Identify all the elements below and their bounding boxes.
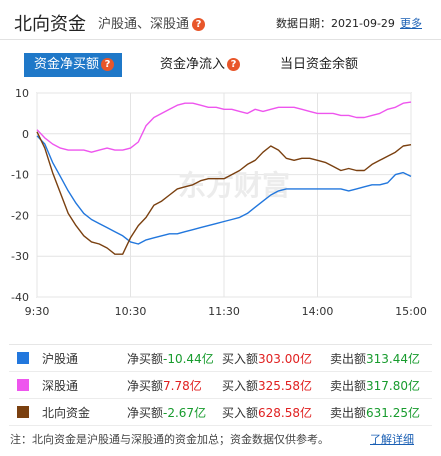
legend-name: 深股通	[42, 379, 79, 393]
x-tick-label: 15:00	[395, 305, 427, 318]
buy-value: 628.58亿	[258, 406, 313, 420]
tab-net-buy[interactable]: 资金净买额?	[24, 53, 123, 77]
more-link[interactable]: 更多	[400, 17, 422, 30]
header-divider	[0, 39, 441, 40]
watermark-text: 东方财富	[178, 169, 290, 202]
legend-table: 沪股通 净买额-10.44亿 买入额303.00亿 卖出额313.44亿 深股通…	[9, 344, 432, 426]
tab-net-inflow-label: 资金净流入	[160, 57, 226, 72]
help-icon[interactable]: ?	[227, 58, 241, 71]
sell-cell: 卖出额313.44亿	[330, 350, 420, 367]
page-subtitle: 沪股通、深股通?	[98, 13, 206, 32]
legend-swatch	[17, 406, 29, 418]
net-buy-cell: 净买额7.78亿	[127, 377, 202, 394]
legend-row-shenzhen: 深股通 净买额7.78亿 买入额325.58亿 卖出额317.80亿	[9, 372, 432, 399]
buy-cell: 买入额325.58亿	[222, 377, 312, 394]
net-buy-label: 净买额	[127, 352, 164, 366]
legend-swatch	[17, 352, 29, 364]
tab-daily-balance[interactable]: 当日资金余额	[280, 53, 358, 77]
help-icon[interactable]: ?	[101, 58, 115, 71]
legend-row-northbound: 北向资金 净买额-2.67亿 买入额628.58亿 卖出额631.25亿	[9, 399, 432, 426]
data-date: 数据日期：2021-09-29	[276, 17, 395, 30]
y-tick-label: -40	[11, 291, 29, 304]
legend-name: 北向资金	[42, 406, 91, 420]
page-subtitle-text: 沪股通、深股通	[98, 17, 190, 32]
page-title: 北向资金	[14, 14, 86, 35]
sell-value: 317.80亿	[366, 379, 421, 393]
y-tick-label: -10	[11, 169, 29, 182]
x-tick-label: 9:30	[25, 305, 50, 318]
tab-daily-balance-label: 当日资金余额	[280, 57, 359, 72]
page-header: 北向资金 沪股通、深股通? 数据日期：2021-09-29 更多	[0, 0, 441, 40]
tab-net-inflow[interactable]: 资金净流入?	[160, 53, 241, 77]
buy-value: 303.00亿	[258, 352, 313, 366]
sell-value: 313.44亿	[366, 352, 421, 366]
buy-value: 325.58亿	[258, 379, 313, 393]
sell-cell: 卖出额317.80亿	[330, 377, 420, 394]
buy-label: 买入额	[222, 406, 259, 420]
intraday-flow-chart: 10 0 -10 -20 -30 -409:30 10:30 11:30 14:00 15:00 东…	[11, 87, 427, 318]
series-line-1	[36, 101, 412, 153]
net-buy-label: 净买额	[127, 406, 164, 420]
x-tick-label: 10:30	[115, 305, 147, 318]
x-tick-label: 11:30	[208, 305, 240, 318]
net-buy-value: 7.78亿	[163, 379, 202, 393]
buy-cell: 买入额628.58亿	[222, 404, 312, 421]
x-tick-label: 14:00	[302, 305, 334, 318]
series-line-2	[36, 131, 412, 255]
net-buy-label: 净买额	[127, 379, 164, 393]
sell-label: 卖出额	[330, 379, 367, 393]
footnote: 注：北向资金是沪股通与深股通的资金加总；资金数据仅供参考。 了解详细	[10, 431, 414, 447]
legend-name: 沪股通	[42, 352, 79, 366]
y-tick-label: 10	[15, 87, 29, 100]
y-tick-label: -30	[11, 250, 29, 263]
help-icon[interactable]: ?	[192, 18, 206, 31]
buy-label: 买入额	[222, 352, 259, 366]
learn-more-link[interactable]: 了解详细	[370, 433, 414, 446]
net-buy-value: -10.44亿	[163, 352, 214, 366]
legend-swatch	[17, 379, 29, 391]
net-buy-cell: 净买额-2.67亿	[127, 404, 206, 421]
net-buy-value: -2.67亿	[163, 406, 207, 420]
sell-label: 卖出额	[330, 352, 367, 366]
y-tick-label: 0	[22, 128, 29, 141]
net-buy-cell: 净买额-10.44亿	[127, 350, 214, 367]
y-tick-label: -20	[11, 209, 29, 222]
tab-net-buy-label: 资金净买额	[34, 57, 100, 72]
footnote-text: 注：北向资金是沪股通与深股通的资金加总；资金数据仅供参考。	[10, 433, 329, 446]
legend-row-shanghai: 沪股通 净买额-10.44亿 买入额303.00亿 卖出额313.44亿	[9, 345, 432, 372]
tab-bar: 资金净买额? 资金净流入? 当日资金余额	[24, 53, 424, 77]
sell-label: 卖出额	[330, 406, 367, 420]
sell-cell: 卖出额631.25亿	[330, 404, 420, 421]
series-line-0	[36, 135, 412, 245]
chart-area: 10 0 -10 -20 -30 -40 9:30 10:30 11:30 14:00 15:00 东…	[0, 83, 441, 323]
sell-value: 631.25亿	[366, 406, 421, 420]
buy-cell: 买入额303.00亿	[222, 350, 312, 367]
buy-label: 买入额	[222, 379, 259, 393]
